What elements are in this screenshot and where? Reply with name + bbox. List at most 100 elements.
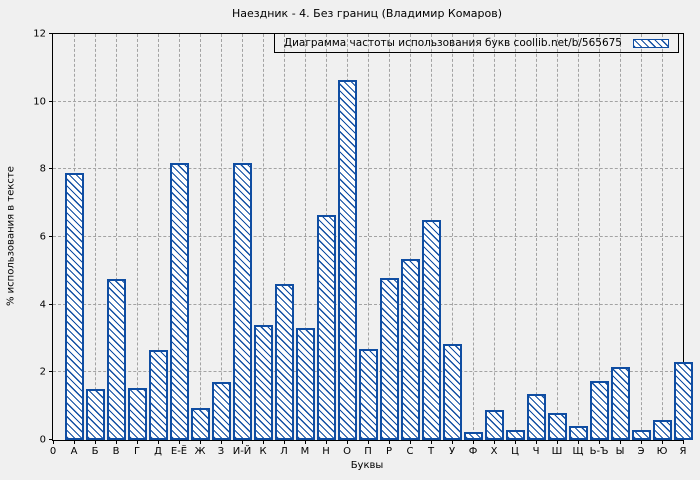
x-tick-З: [221, 440, 222, 444]
x-tick-У: [452, 440, 453, 444]
x-tick-label-Р: Р: [385, 446, 393, 457]
x-tick-label-Е-Ё: Е-Ё: [170, 446, 188, 457]
x-axis-label: Буквы: [350, 460, 384, 471]
x-tick-Б: [95, 440, 96, 444]
x-tick-label-Щ: Щ: [572, 446, 584, 457]
bar-Т: [421, 220, 441, 440]
x-tick-Э: [641, 440, 642, 444]
bar-С: [400, 259, 420, 440]
x-tick-label-И-Й: И-Й: [232, 446, 252, 457]
x-tick-С: [410, 440, 411, 444]
bar-Д: [148, 350, 168, 440]
gridline-vertical-Ь-Ъ: [599, 34, 600, 440]
gridline-vertical-Л: [284, 34, 285, 440]
bar-Р: [379, 277, 399, 440]
legend-hatch-swatch-icon: [633, 38, 669, 48]
gridline-vertical-Ш: [557, 34, 558, 440]
x-tick-Ы: [620, 440, 621, 444]
bar-Н: [316, 215, 336, 440]
bar-М: [295, 328, 315, 440]
x-tick-label-Г: Г: [133, 446, 141, 457]
x-tick-А: [74, 440, 75, 444]
x-tick-label-С: С: [406, 446, 414, 457]
x-tick-label-З: З: [217, 446, 225, 457]
gridline-vertical-Э: [641, 34, 642, 440]
gridline-vertical-Д: [158, 34, 159, 440]
chart-title: Наездник - 4. Без границ (Владимир Комар…: [231, 7, 502, 20]
x-tick-Ж: [200, 440, 201, 444]
gridline-vertical-С: [410, 34, 411, 440]
y-tick-label-6: 6: [39, 231, 46, 243]
gridline-vertical-К: [263, 34, 264, 440]
x-tick-label-Ц: Ц: [511, 446, 519, 457]
bar-Ж: [190, 407, 210, 440]
gridline-vertical-Ж: [200, 34, 201, 440]
x-tick-Т: [431, 440, 432, 444]
x-tick-label-Т: Т: [427, 446, 435, 457]
bar-Б: [85, 389, 105, 440]
gridline-vertical-Ю: [662, 34, 663, 440]
x-tick-Ф: [473, 440, 474, 444]
bar-П: [358, 348, 378, 440]
x-tick-label-Н: Н: [322, 446, 330, 457]
x-tick-label-Я: Я: [679, 446, 687, 457]
bar-У: [442, 343, 462, 440]
x-tick-label-О: О: [343, 446, 351, 457]
x-tick-Н: [326, 440, 327, 444]
y-tick-8: [49, 168, 53, 170]
bar-О: [337, 79, 357, 440]
gridline-vertical-Р: [389, 34, 390, 440]
gridline-vertical-П: [368, 34, 369, 440]
x-tick-label-Ш: Ш: [551, 446, 563, 457]
y-tick-2: [49, 371, 53, 373]
bar-Е-Ё: [169, 162, 189, 440]
bar-И-Й: [232, 162, 252, 440]
gridline-vertical-У: [452, 34, 453, 440]
x-tick-К: [263, 440, 264, 444]
bar-Х: [484, 409, 504, 440]
x-tick-label-Ж: Ж: [194, 446, 206, 457]
y-tick-label-2: 2: [39, 366, 46, 378]
bar-Ш: [547, 412, 567, 440]
bar-З: [211, 382, 231, 440]
x-tick-label-М: М: [300, 446, 310, 457]
x-tick-label-Ь-Ъ: Ь-Ъ: [589, 446, 609, 457]
y-tick-12: [49, 33, 53, 34]
x-tick-И-Й: [242, 440, 243, 444]
x-tick-label-А: А: [70, 446, 78, 457]
y-tick-6: [49, 236, 53, 237]
bar-Я: [673, 362, 693, 440]
bar-Ы: [610, 367, 630, 440]
gridline-vertical-Г: [137, 34, 138, 440]
bar-Ф: [463, 431, 483, 440]
y-tick-label-8: 8: [39, 163, 46, 175]
x-tick-label-Ю: Ю: [656, 446, 668, 457]
y-tick-4: [49, 303, 53, 305]
x-tick-label-Ч: Ч: [532, 446, 540, 457]
bar-Ю: [652, 419, 672, 440]
x-tick-label-Э: Э: [637, 446, 645, 457]
x-tick-В: [116, 440, 117, 444]
x-tick-Ч: [536, 440, 537, 444]
legend-label: Диаграмма частоты использования букв coo…: [283, 37, 622, 49]
bar-А: [64, 172, 84, 440]
gridline-vertical-Ц: [515, 34, 516, 440]
x-tick-label-Д: Д: [154, 446, 162, 457]
x-tick-Д: [158, 440, 159, 444]
gridline-vertical-Щ: [578, 34, 579, 440]
x-tick-Р: [389, 440, 390, 444]
bar-Э: [631, 429, 651, 440]
x-tick-label-Ф: Ф: [468, 446, 478, 457]
y-tick-label-0: 0: [39, 434, 46, 446]
x-tick-Л: [284, 440, 285, 444]
y-tick-0: [49, 439, 53, 440]
bar-Ь-Ъ: [589, 380, 609, 440]
bar-Л: [274, 284, 294, 440]
x-tick-П: [368, 440, 369, 444]
x-tick-О: [347, 440, 348, 444]
x-tick-label-Л: Л: [280, 446, 288, 457]
x-tick-label-Ы: Ы: [615, 446, 625, 457]
x-tick-Ц: [515, 440, 516, 444]
x-tick-Ь-Ъ: [599, 440, 600, 444]
